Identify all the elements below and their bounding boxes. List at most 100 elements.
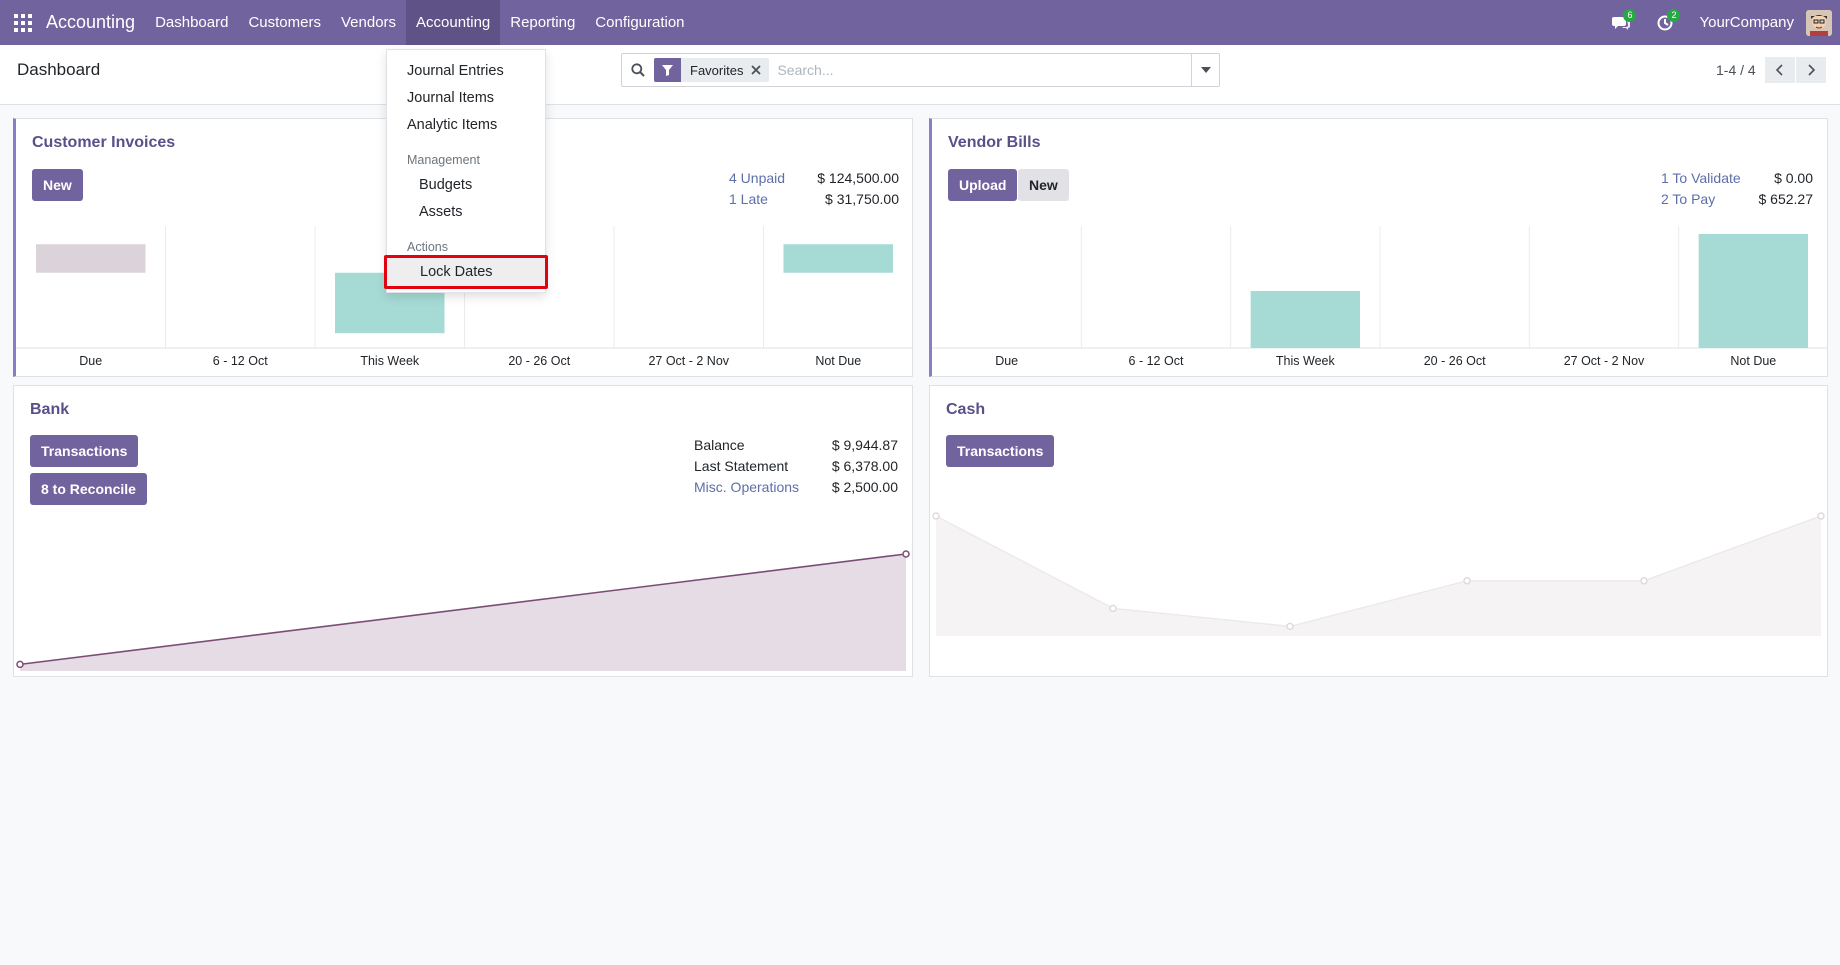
to-validate-link[interactable]: 1 To Validate	[1661, 170, 1741, 186]
menu-configuration[interactable]: Configuration	[595, 14, 685, 31]
series-line	[935, 515, 1822, 628]
card-title[interactable]: Vendor Bills	[948, 134, 1041, 151]
chevron-left-icon	[1775, 64, 1783, 76]
menu-reporting[interactable]: Reporting	[510, 14, 576, 31]
bar[interactable]	[1698, 234, 1808, 348]
card-title[interactable]: Bank	[30, 401, 70, 418]
pager-value[interactable]: 1-4 / 4	[1716, 62, 1756, 78]
menu-section-actions: Actions	[407, 240, 448, 254]
cash-transactions-button[interactable]: Transactions	[946, 435, 1055, 467]
bar[interactable]	[783, 244, 894, 273]
cash-card: Cash Transactions	[929, 385, 1828, 677]
activities-button[interactable]: 2	[1643, 0, 1687, 45]
menu-budgets[interactable]: Budgets	[419, 177, 473, 193]
bar[interactable]	[1250, 291, 1360, 348]
menu-lock-dates-label: Lock Dates	[420, 264, 493, 280]
company-switcher[interactable]: YourCompany	[1699, 14, 1794, 31]
caret-down-icon	[1200, 67, 1211, 73]
accounting-dropdown-menu: Journal Entries Journal Items Analytic I…	[386, 49, 546, 293]
clock-icon	[1657, 15, 1673, 30]
data-point[interactable]	[1286, 622, 1294, 631]
to-validate-amount: $ 0.00	[1774, 170, 1813, 186]
pager-previous-button[interactable]	[1764, 57, 1795, 83]
late-amount: $ 31,750.00	[825, 191, 899, 207]
new-bill-button[interactable]: New	[1018, 169, 1069, 201]
x-tick-label: Due	[995, 354, 1018, 368]
invoice-stats: 4 Unpaid $ 124,500.00 1 Late $ 31,750.00	[729, 168, 899, 210]
x-tick-label: 6 - 12 Oct	[1129, 354, 1184, 368]
x-tick-label: This Week	[360, 354, 420, 368]
bank-balance-chart[interactable]	[14, 521, 912, 671]
filter-icon	[654, 58, 681, 82]
x-tick-label: 27 Oct - 2 Nov	[648, 354, 729, 368]
card-title[interactable]: Cash	[946, 401, 986, 418]
menu-accounting[interactable]: Accounting	[406, 0, 501, 45]
menu-section-management: Management	[407, 153, 480, 167]
messages-count-badge: 6	[1623, 9, 1637, 22]
data-point[interactable]	[932, 512, 940, 520]
misc-operations-value: $ 2,500.00	[831, 479, 898, 495]
facet-label: Favorites	[690, 62, 744, 78]
search-options-toggle[interactable]	[1191, 54, 1219, 86]
activities-count-badge: 2	[1667, 9, 1681, 22]
search-input[interactable]	[777, 55, 1191, 85]
balance-label: Balance	[694, 437, 745, 453]
data-point[interactable]	[16, 660, 24, 669]
bank-transactions-button[interactable]: Transactions	[30, 435, 139, 467]
unpaid-link[interactable]: 4 Unpaid	[729, 170, 786, 186]
bank-card: Bank Transactions 8 to Reconcile Balance…	[13, 385, 913, 677]
balance-value: $ 9,944.87	[831, 437, 898, 453]
user-avatar[interactable]	[1806, 9, 1832, 36]
data-point[interactable]	[1463, 577, 1471, 585]
menu-analytic-items[interactable]: Analytic Items	[407, 117, 498, 133]
card-title[interactable]: Customer Invoices	[32, 134, 176, 151]
to-pay-link[interactable]: 2 To Pay	[1661, 191, 1716, 207]
customer-invoices-chart[interactable]: Due 6 - 12 Oct This Week 20 - 26 Oct 27 Oct …	[16, 226, 913, 376]
unpaid-amount: $ 124,500.00	[817, 170, 899, 186]
pager: 1-4 / 4	[1716, 57, 1826, 83]
data-point[interactable]	[1109, 604, 1117, 613]
data-point[interactable]	[1817, 512, 1825, 520]
to-pay-amount: $ 652.27	[1758, 191, 1814, 207]
misc-operations-link[interactable]: Misc. Operations	[694, 479, 800, 495]
facet-remove-icon[interactable]	[751, 65, 769, 75]
area-fill	[936, 516, 1821, 636]
menu-journal-items[interactable]: Journal Items	[407, 90, 495, 106]
last-statement-label: Last Statement	[694, 458, 789, 474]
area-fill	[20, 554, 906, 671]
reconcile-button[interactable]: 8 to Reconcile	[30, 473, 147, 505]
bank-stats: Balance $ 9,944.87 Last Statement $ 6,378.…	[694, 435, 898, 498]
search-facet-favorites: Favorites	[654, 58, 770, 82]
new-invoice-button[interactable]: New	[32, 169, 83, 201]
upload-bill-button[interactable]: Upload	[948, 169, 1018, 201]
late-link[interactable]: 1 Late	[729, 191, 768, 207]
search-bar: Favorites	[621, 53, 1220, 87]
vendor-bills-chart[interactable]: Due 6 - 12 Oct This Week 20 - 26 Oct 27 Oct …	[932, 226, 1828, 376]
pager-next-button[interactable]	[1795, 57, 1826, 83]
apps-menu-icon[interactable]	[0, 0, 46, 45]
menu-journal-entries[interactable]: Journal Entries	[407, 63, 504, 79]
bar[interactable]	[36, 244, 146, 273]
cash-balance-chart[interactable]	[930, 486, 1827, 636]
menu-customers[interactable]: Customers	[248, 14, 321, 31]
messages-button[interactable]: 6	[1599, 0, 1643, 45]
menu-assets[interactable]: Assets	[419, 204, 463, 220]
top-navbar: Accounting Dashboard Customers Vendors A…	[0, 0, 1840, 45]
menu-lock-dates[interactable]: Lock Dates	[384, 255, 548, 289]
x-tick-label: Not Due	[815, 354, 861, 368]
menu-vendors[interactable]: Vendors	[340, 14, 397, 31]
x-tick-label: 27 Oct - 2 Nov	[1564, 354, 1645, 368]
menu-dashboard[interactable]: Dashboard	[155, 14, 229, 31]
x-tick-label: 20 - 26 Oct	[508, 354, 570, 368]
x-tick-label: This Week	[1276, 354, 1336, 368]
series-line	[19, 553, 907, 666]
chat-icon	[1612, 16, 1631, 30]
app-name[interactable]: Accounting	[46, 12, 136, 32]
x-tick-label: 6 - 12 Oct	[213, 354, 268, 368]
x-tick-label: Due	[79, 354, 102, 368]
search-icon[interactable]	[622, 63, 654, 77]
last-statement-value: $ 6,378.00	[831, 458, 898, 474]
x-tick-label: 20 - 26 Oct	[1424, 354, 1486, 368]
data-point[interactable]	[1640, 577, 1648, 585]
data-point[interactable]	[902, 550, 910, 558]
